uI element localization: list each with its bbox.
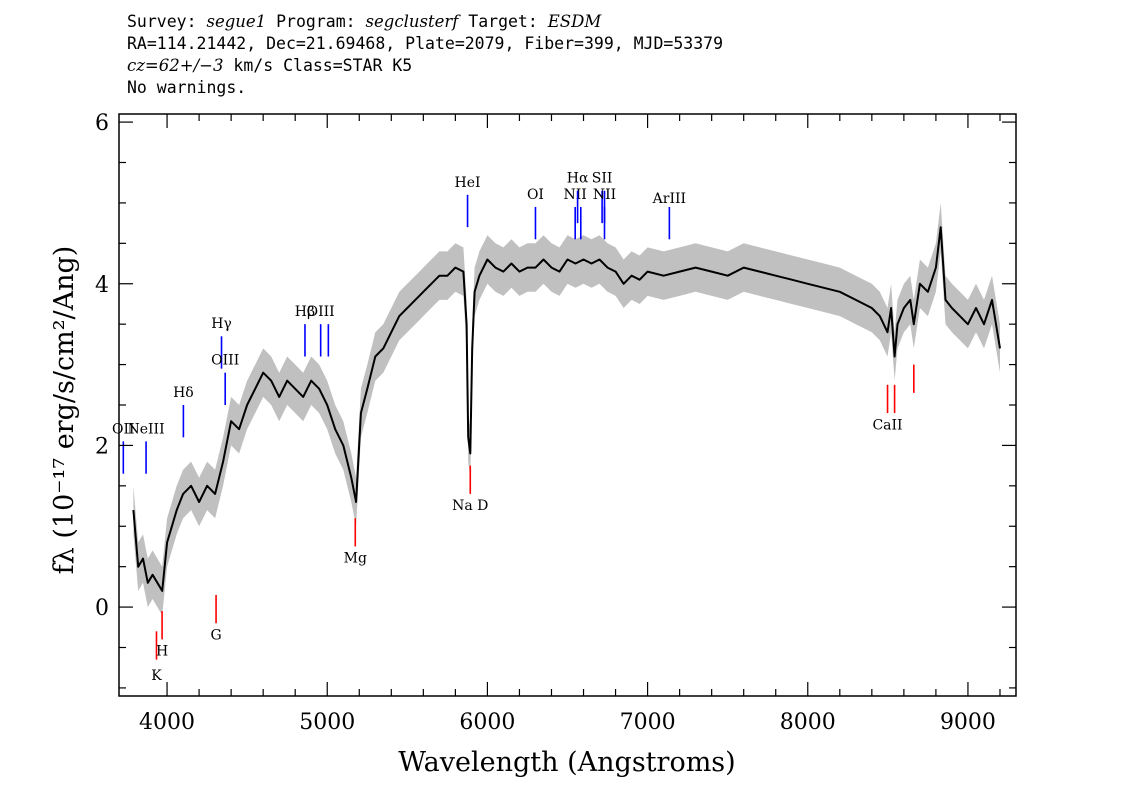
absorption-label-0: K <box>151 668 162 684</box>
absorption-label-3: Mg <box>344 551 367 567</box>
emission-label-13: SII <box>592 171 613 187</box>
emission-label-10: NII <box>564 187 587 203</box>
header-line-1: Survey: segue1 Program: segclusterf Targ… <box>127 11 723 33</box>
y-axis-title: fλ (10⁻¹⁷ erg/s/cm²/Ang) <box>49 246 80 575</box>
emission-label-16: ArIII <box>652 191 686 207</box>
absorption-label-4: Na D <box>452 498 488 514</box>
emission-label-0: OII <box>112 421 135 437</box>
emission-label-2: Hδ <box>173 385 194 401</box>
class-info: km/s Class=STAR K5 <box>223 56 413 75</box>
emission-label-12: Hα <box>567 171 589 187</box>
header-line-3: cz=62+/−3 km/s Class=STAR K5 <box>127 55 723 77</box>
error-band <box>133 202 1000 616</box>
x-tick-label: 8000 <box>780 710 836 735</box>
flux-line <box>132 226 1001 592</box>
y-tick-label: 4 <box>95 273 109 298</box>
absorption-label-5: CaII <box>872 417 902 433</box>
program-value: segclusterf <box>365 12 459 31</box>
emission-label-1: NeIII <box>127 421 164 437</box>
survey-value: segue1 <box>206 12 267 31</box>
survey-label: Survey: <box>127 12 197 31</box>
x-tick-label: 9000 <box>940 710 996 735</box>
target-value: ESDM <box>547 12 602 31</box>
y-tick-label: 2 <box>95 434 109 459</box>
redshift-value: cz=62+/−3 <box>127 56 224 75</box>
absorption-label-1: H <box>156 644 168 660</box>
x-axis-title: Wavelength (Angstroms) <box>398 747 735 778</box>
emission-label-4: OIII <box>211 353 239 369</box>
x-tick-label: 4000 <box>139 710 195 735</box>
emission-label-15: NII <box>593 187 616 203</box>
x-tick-label: 6000 <box>459 710 515 735</box>
error-band-area <box>133 202 1000 616</box>
x-tick-label: 5000 <box>299 710 355 735</box>
absorption-label-2: G <box>210 627 221 643</box>
program-label: Program: <box>276 12 356 31</box>
emission-label-9: OI <box>527 187 544 203</box>
y-tick-label: 6 <box>95 111 109 136</box>
emission-label-6: OIII <box>307 304 335 320</box>
emission-label-8: HeI <box>455 175 481 191</box>
target-label: Target: <box>468 12 538 31</box>
emission-label-5: Hβ <box>295 304 315 320</box>
axis-ticks: 4000 5000 6000 7000 8000 9000 0 2 4 6 <box>95 111 1016 735</box>
y-tick-label: 0 <box>95 596 109 621</box>
emission-label-3: Hγ <box>211 316 232 332</box>
flux-series <box>132 226 1001 592</box>
header-line-4: No warnings. <box>127 78 247 97</box>
spectrum-header: Survey: segue1 Program: segclusterf Targ… <box>127 11 723 99</box>
header-line-2: RA=114.21442, Dec=21.69468, Plate=2079, … <box>127 34 724 53</box>
x-tick-label: 7000 <box>620 710 676 735</box>
